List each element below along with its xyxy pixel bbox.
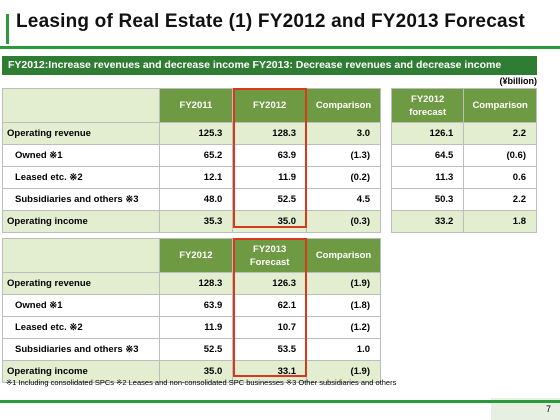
table-row: Operating income 35.3 35.0 (0.3)	[2, 210, 381, 233]
header-blank-cell	[2, 238, 160, 273]
forecast-table-fy2013: FY2012 FY2013 Forecast Comparison Operat…	[2, 238, 381, 383]
title-accent-bar	[6, 14, 9, 44]
unit-label: (¥billion)	[499, 76, 538, 86]
cell-value: 48.0	[158, 188, 234, 211]
cell-value: 52.5	[158, 338, 234, 361]
cell-value: 35.0	[158, 360, 234, 383]
cell-value: 33.2	[390, 210, 465, 233]
subtitle-text: FY2012:Increase revenues and decrease in…	[8, 59, 502, 71]
cell-value: 3.0	[306, 122, 381, 145]
row-label: Operating revenue	[2, 122, 160, 145]
row-label: Owned ※1	[2, 294, 160, 317]
cell-value: (1.2)	[306, 316, 381, 339]
table-row: 33.2 1.8	[390, 210, 537, 233]
cell-value: 65.2	[158, 144, 234, 167]
cell-value: (1.8)	[306, 294, 381, 317]
cell-value: 1.0	[306, 338, 381, 361]
cell-value: (1.9)	[306, 360, 381, 383]
cell-value: 50.3	[390, 188, 465, 211]
cell-value: 2.2	[463, 122, 537, 145]
cell-value: 11.3	[390, 166, 465, 189]
cell-value: (0.2)	[306, 166, 381, 189]
cell-value: 53.5	[232, 338, 308, 361]
cell-value: 63.9	[158, 294, 234, 317]
results-table-fy2012: FY2011 FY2012 Comparison Operating reven…	[2, 88, 381, 233]
header-line: Forecast	[249, 256, 290, 268]
table-row: 11.3 0.6	[390, 166, 537, 189]
table-row: Leased etc. ※2 11.9 10.7 (1.2)	[2, 316, 381, 339]
table-row: Owned ※1 65.2 63.9 (1.3)	[2, 144, 381, 167]
row-label: Operating income	[2, 360, 160, 383]
cell-value: 63.9	[232, 144, 308, 167]
cell-value: (0.6)	[463, 144, 537, 167]
header-fy2012-forecast: FY2012 forecast	[390, 88, 465, 123]
cell-value: 126.3	[232, 272, 308, 295]
table-row: Operating income 35.0 33.1 (1.9)	[2, 360, 381, 383]
header-fy2013-forecast: FY2013 Forecast	[232, 238, 308, 273]
cell-value: 126.1	[390, 122, 465, 145]
header-fy2011: FY2011	[158, 88, 234, 123]
row-label: Operating revenue	[2, 272, 160, 295]
table-row: 64.5 (0.6)	[390, 144, 537, 167]
page-title: Leasing of Real Estate (1) FY2012 and FY…	[16, 11, 526, 32]
row-label: Subsidiaries and others ※3	[2, 338, 160, 361]
header-line: FY2013	[253, 243, 287, 255]
cell-value: 52.5	[232, 188, 308, 211]
cell-value: 128.3	[158, 272, 234, 295]
row-label: Operating income	[2, 210, 160, 233]
row-label: Leased etc. ※2	[2, 166, 160, 189]
cell-value: 128.3	[232, 122, 308, 145]
cell-value: 62.1	[232, 294, 308, 317]
table-row: Owned ※1 63.9 62.1 (1.8)	[2, 294, 381, 317]
cell-value: 2.2	[463, 188, 537, 211]
cell-value: 35.3	[158, 210, 234, 233]
cell-value: 4.5	[306, 188, 381, 211]
header-comparison: Comparison	[463, 88, 537, 123]
table-row: 50.3 2.2	[390, 188, 537, 211]
title-underline	[0, 46, 560, 49]
table-row: Operating revenue 128.3 126.3 (1.9)	[2, 272, 381, 295]
cell-value: 11.9	[232, 166, 308, 189]
table-row: Subsidiaries and others ※3 52.5 53.5 1.0	[2, 338, 381, 361]
cell-value: 0.6	[463, 166, 537, 189]
table-row: 126.1 2.2	[390, 122, 537, 145]
row-label: Owned ※1	[2, 144, 160, 167]
page-number: 7	[546, 404, 552, 414]
title-bar: Leasing of Real Estate (1) FY2012 and FY…	[0, 0, 560, 47]
header-fy2012: FY2012	[158, 238, 234, 273]
cell-value: 35.0	[232, 210, 308, 233]
header-line: FY2012	[411, 93, 445, 105]
row-label: Subsidiaries and others ※3	[2, 188, 160, 211]
table-row: Operating revenue 125.3 128.3 3.0	[2, 122, 381, 145]
cell-value: (1.3)	[306, 144, 381, 167]
cell-value: 11.9	[158, 316, 234, 339]
header-blank-cell	[2, 88, 160, 123]
cell-value: (0.3)	[306, 210, 381, 233]
header-comparison: Comparison	[306, 238, 381, 273]
cell-value: (1.9)	[306, 272, 381, 295]
header-fy2012: FY2012	[232, 88, 308, 123]
forecast-table-fy2012: FY2012 forecast Comparison 126.1 2.2 64.…	[390, 88, 537, 233]
table-row: Leased etc. ※2 12.1 11.9 (0.2)	[2, 166, 381, 189]
row-label: Leased etc. ※2	[2, 316, 160, 339]
cell-value: 10.7	[232, 316, 308, 339]
footnote: ※1 Including consolidated SPCs ※2 Leases…	[6, 378, 397, 387]
cell-value: 12.1	[158, 166, 234, 189]
cell-value: 64.5	[390, 144, 465, 167]
footer-line	[0, 400, 560, 403]
header-line: forecast	[409, 106, 447, 118]
cell-value: 1.8	[463, 210, 537, 233]
header-comparison: Comparison	[306, 88, 381, 123]
subtitle-bar	[2, 56, 537, 75]
cell-value: 125.3	[158, 122, 234, 145]
corner-decoration	[491, 398, 560, 420]
table-row: Subsidiaries and others ※3 48.0 52.5 4.5	[2, 188, 381, 211]
